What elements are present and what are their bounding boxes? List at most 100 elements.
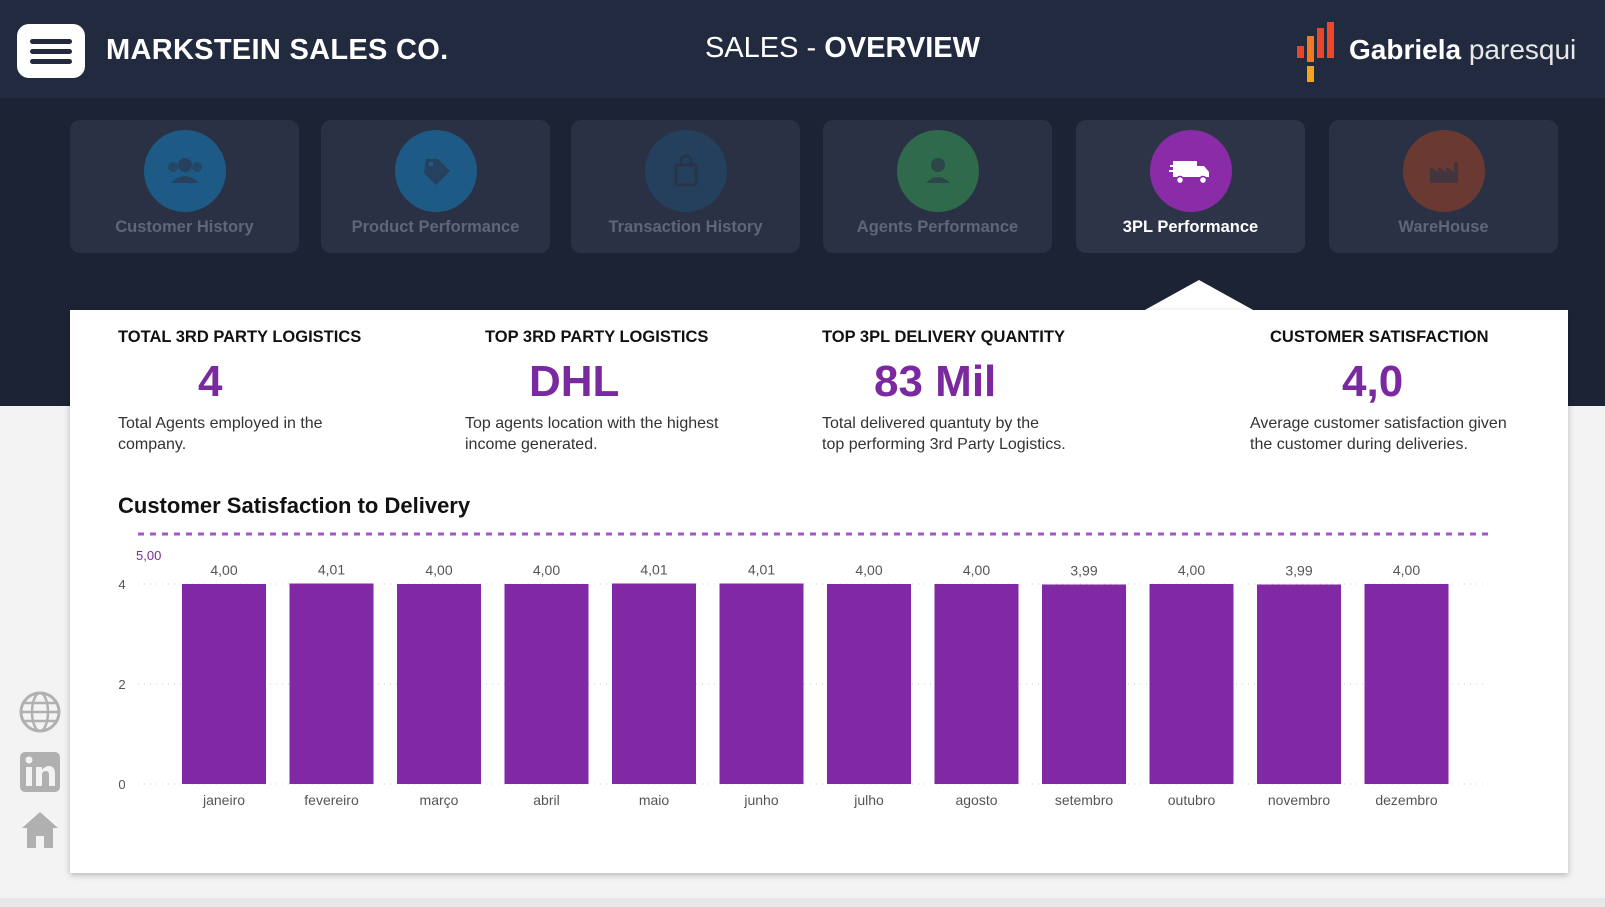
page-title: SALES - OVERVIEW — [0, 32, 1605, 65]
tab-warehouse[interactable]: WareHouse — [1329, 120, 1558, 253]
x-tick-label: janeiro — [202, 792, 245, 808]
kpi-desc-line: company. — [118, 436, 187, 453]
y-tick-label: 4 — [118, 577, 125, 592]
data-label: 4,00 — [1393, 562, 1420, 578]
reference-line-label: 5,00 — [136, 548, 161, 563]
bottom-strip — [0, 898, 1605, 907]
home-icon[interactable] — [18, 808, 62, 852]
tab-agents-performance[interactable]: Agents Performance — [823, 120, 1052, 253]
menu-bar — [30, 38, 72, 44]
kpi-title: CUSTOMER SATISFACTION — [1270, 328, 1489, 346]
bar — [1257, 584, 1341, 784]
x-tick-label: dezembro — [1375, 792, 1437, 808]
bar — [1042, 584, 1126, 784]
tab-label: Customer History — [115, 218, 254, 236]
bar — [1364, 584, 1449, 784]
tab-transaction-history[interactable]: Transaction History — [571, 120, 800, 253]
bar — [504, 584, 589, 784]
data-label: 4,00 — [855, 562, 882, 578]
bar — [612, 583, 696, 784]
tab-3pl-performance[interactable]: 3PL Performance — [1076, 120, 1305, 253]
kpi-title: TOTAL 3RD PARTY LOGISTICS — [118, 328, 362, 346]
truck-icon — [1150, 130, 1232, 212]
data-label: 4,01 — [748, 562, 775, 578]
kpi-description: Total delivered quantuty by the top perfo… — [822, 413, 1066, 455]
x-tick-label: julho — [853, 792, 884, 808]
kpi-description: Average customer satisfaction given the c… — [1250, 413, 1507, 455]
bar — [397, 584, 481, 784]
menu-bar — [30, 58, 72, 64]
tag-icon — [395, 130, 477, 212]
kpi-value: 4 — [198, 357, 223, 406]
kpi-top-delivery-quantity: TOP 3PL DELIVERY QUANTITY 83 Mil Total d… — [822, 328, 1066, 455]
tab-customer-history[interactable]: Customer History — [70, 120, 299, 253]
data-label: 4,00 — [963, 562, 990, 578]
data-label: 3,99 — [1070, 563, 1097, 579]
globe-icon[interactable] — [18, 690, 62, 734]
page-title-prefix: SALES - — [704, 32, 825, 64]
bar — [1149, 584, 1234, 784]
chart-title: Customer Satisfaction to Delivery — [118, 493, 471, 518]
logo-first-name: Gabriela — [1349, 34, 1462, 65]
kpi-desc-line: top performing 3rd Party Logistics. — [822, 436, 1066, 453]
bar — [827, 584, 911, 784]
data-label: 4,00 — [210, 562, 237, 578]
tab-label: WareHouse — [1398, 218, 1489, 236]
x-tick-label: novembro — [1268, 792, 1330, 808]
kpi-desc-line: the customer during deliveries. — [1250, 436, 1468, 453]
active-tab-pointer — [1143, 280, 1255, 311]
y-tick-label: 2 — [118, 677, 125, 692]
satisfaction-bar-chart: 0 2 4 5,00 4,00 janeiro 4,01 fevereiro 4,00 março… — [118, 532, 1488, 808]
company-name: MARKSTEIN SALES CO. — [106, 34, 449, 66]
main-card: TOTAL 3RD PARTY LOGISTICS 4 Total Agents… — [70, 310, 1568, 873]
x-tick-label: junho — [743, 792, 778, 808]
kpi-top-3pl: TOP 3RD PARTY LOGISTICS DHL Top agents l… — [465, 328, 719, 455]
x-tick-label: outubro — [1168, 792, 1216, 808]
bar — [934, 584, 1019, 784]
kpi-description: Top agents location with the highest inco… — [465, 413, 719, 455]
shopping-bag-icon — [645, 130, 727, 212]
logo-last-name: paresqui — [1468, 34, 1577, 65]
top-header — [0, 0, 1605, 98]
kpi-value: DHL — [529, 357, 620, 406]
tab-label: Transaction History — [608, 218, 763, 236]
kpi-desc-line: Total Agents employed in the — [118, 415, 323, 432]
menu-button[interactable] — [17, 24, 85, 78]
x-tick-label: agosto — [955, 792, 997, 808]
tab-product-performance[interactable]: Product Performance — [321, 120, 550, 253]
data-label: 4,00 — [533, 562, 560, 578]
linkedin-icon[interactable] — [18, 750, 62, 794]
kpi-description: Total Agents employed in the company. — [118, 413, 361, 455]
kpi-value: 4,0 — [1342, 357, 1404, 406]
menu-bar — [30, 48, 72, 54]
data-label: 4,00 — [1178, 562, 1205, 578]
kpi-desc-line: Top agents location with the highest — [465, 415, 719, 432]
data-label: 3,99 — [1285, 563, 1312, 579]
factory-icon — [1403, 130, 1485, 212]
brand-logo: Gabriela paresqui — [1297, 22, 1577, 82]
kpi-desc-line: income generated. — [465, 436, 598, 453]
bar — [289, 583, 374, 784]
kpi-value: 83 Mil — [874, 357, 997, 406]
kpi-desc-line: Total delivered quantuty by the — [822, 415, 1040, 432]
page-title-bold: OVERVIEW — [824, 32, 981, 64]
logo-text: Gabriela paresqui — [1349, 34, 1576, 66]
kpi-customer-satisfaction: CUSTOMER SATISFACTION 4,0 Average custom… — [1250, 328, 1507, 455]
customers-icon — [144, 130, 226, 212]
bar — [182, 584, 266, 784]
tab-label: Product Performance — [351, 218, 520, 236]
tab-label: Agents Performance — [856, 218, 1019, 236]
x-tick-label: maio — [639, 792, 670, 808]
kpi-total-3pl: TOTAL 3RD PARTY LOGISTICS 4 Total Agents… — [118, 328, 361, 455]
x-tick-label: fevereiro — [304, 792, 359, 808]
y-tick-label: 0 — [118, 777, 125, 792]
logo-bars-icon — [1297, 22, 1334, 82]
agent-icon — [897, 130, 979, 212]
data-label: 4,01 — [640, 562, 667, 578]
kpi-title: TOP 3RD PARTY LOGISTICS — [485, 328, 709, 346]
x-tick-label: abril — [533, 792, 559, 808]
kpi-desc-line: Average customer satisfaction given — [1250, 415, 1507, 432]
bar — [719, 583, 804, 784]
x-tick-label: setembro — [1055, 792, 1114, 808]
data-label: 4,01 — [318, 562, 345, 578]
